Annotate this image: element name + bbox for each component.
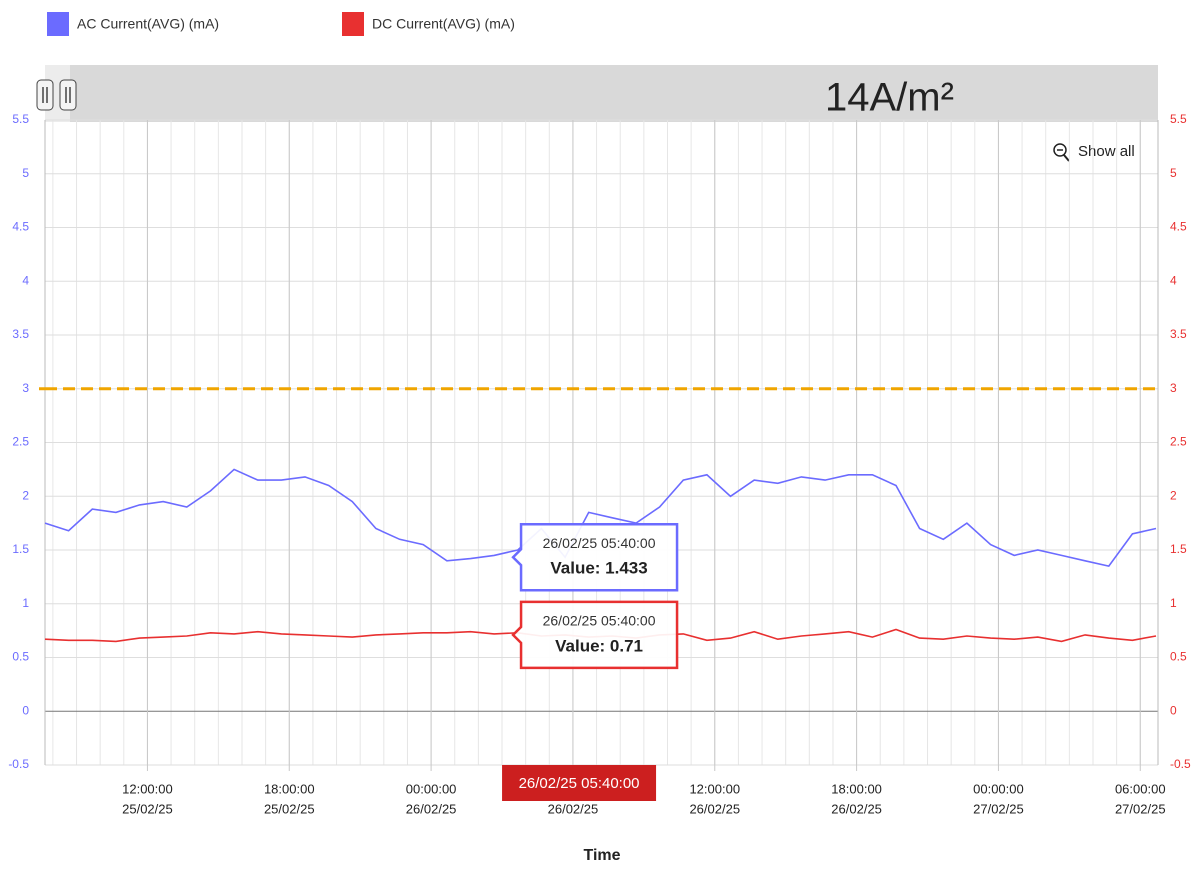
y2-tick-label: 1.5 (1170, 542, 1187, 556)
x-tick-label: 12:00:00 (122, 781, 173, 796)
y2-tick-label: 0.5 (1170, 650, 1187, 664)
x-axis-label: Time (583, 847, 620, 864)
crosshair-label-bg (502, 765, 657, 801)
x-tick-label: 00:00:00 (406, 781, 457, 796)
legend-label: AC Current(AVG) (mA) (77, 16, 219, 32)
legend-swatch (47, 12, 69, 36)
tooltip-time: 26/02/25 05:40:00 (543, 613, 656, 629)
legend-label: DC Current(AVG) (mA) (372, 16, 515, 32)
y-tick-label: 1 (22, 596, 29, 610)
y2-tick-label: -0.5 (1170, 757, 1191, 771)
y-tick-label: 5.5 (12, 112, 29, 126)
x-tick-label: 25/02/25 (264, 801, 315, 816)
x-tick-label: 18:00:00 (264, 781, 315, 796)
crosshair-label: 26/02/25 05:40:00 (519, 775, 640, 792)
y2-tick-label: 4.5 (1170, 220, 1187, 234)
y-tick-label: 1.5 (12, 542, 29, 556)
tooltip-value: Value: 1.433 (550, 559, 647, 578)
y-tick-label: 5 (22, 166, 29, 180)
x-tick-label: 25/02/25 (122, 801, 173, 816)
y-tick-label: 2.5 (12, 435, 29, 449)
x-tick-label: 26/02/25 (406, 801, 457, 816)
navigator (45, 65, 1158, 122)
series-line (44, 468, 1157, 567)
x-tick-label: 18:00:00 (831, 781, 882, 796)
x-tick-label: 06:00:00 (1115, 781, 1166, 796)
y2-tick-label: 2 (1170, 488, 1177, 502)
x-tick-label: 26/02/25 (548, 801, 599, 816)
navigator-handle[interactable] (59, 79, 77, 111)
x-tick-label: 27/02/25 (973, 801, 1024, 816)
y2-tick-label: 5.5 (1170, 112, 1187, 126)
zoom-icon (1063, 154, 1070, 162)
tooltip-time: 26/02/25 05:40:00 (543, 535, 656, 551)
x-tick-label: 26/02/25 (831, 801, 882, 816)
y-tick-label: 0 (22, 703, 29, 717)
y-tick-label: 2 (22, 488, 29, 502)
x-tick-label: 12:00:00 (689, 781, 740, 796)
y2-tick-label: 4 (1170, 273, 1177, 287)
zoom-icon (1053, 143, 1067, 157)
y2-tick-label: 0 (1170, 703, 1177, 717)
show-all-button[interactable]: Show all (1053, 143, 1135, 162)
y-tick-label: -0.5 (8, 757, 29, 771)
x-tick-label: 26/02/25 (689, 801, 740, 816)
button-label[interactable]: Show all (1078, 143, 1135, 160)
y2-tick-label: 5 (1170, 166, 1177, 180)
tooltip-box (511, 522, 679, 592)
x-tick-label: 27/02/25 (1115, 801, 1166, 816)
y-tick-label: 4 (22, 273, 29, 287)
tooltip-value: Value: 0.71 (555, 636, 643, 655)
annotation: 14A/m² (825, 76, 954, 120)
y2-tick-label: 3 (1170, 381, 1177, 395)
y-tick-label: 3.5 (12, 327, 29, 341)
y-tick-label: 0.5 (12, 650, 29, 664)
tooltip-box (511, 600, 679, 670)
y2-tick-label: 2.5 (1170, 435, 1187, 449)
y-tick-label: 4.5 (12, 220, 29, 234)
navigator-handle[interactable] (36, 79, 54, 111)
y2-tick-label: 1 (1170, 596, 1177, 610)
x-tick-label: 00:00:00 (973, 781, 1024, 796)
legend-swatch (342, 12, 364, 36)
y-tick-label: 3 (22, 381, 29, 395)
y2-tick-label: 3.5 (1170, 327, 1187, 341)
